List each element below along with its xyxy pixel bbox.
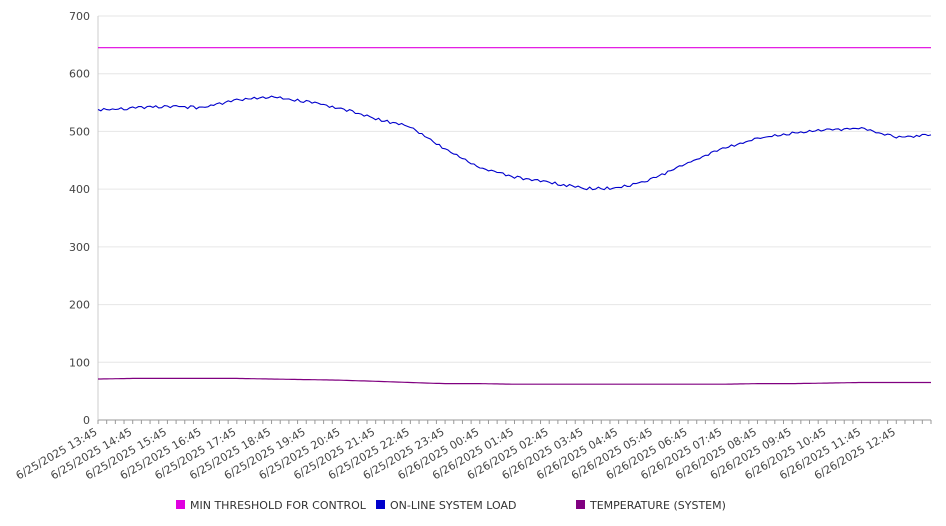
y-tick-label: 100 — [69, 356, 90, 369]
y-tick-label: 0 — [83, 414, 90, 427]
gridlines — [98, 15, 931, 363]
legend-item[interactable]: MIN THRESHOLD FOR CONTROL — [176, 499, 367, 512]
series-lines — [97, 47, 932, 385]
y-tick-label: 600 — [69, 68, 90, 81]
legend-label: ON-LINE SYSTEM LOAD — [390, 499, 516, 512]
legend-item[interactable]: TEMPERATURE (SYSTEM) — [576, 499, 726, 512]
series-line-2 — [97, 95, 932, 191]
y-tick-labels: 0 100 200 300 400 500 600 700 — [69, 10, 90, 427]
y-tick-label: 500 — [69, 125, 90, 138]
legend-item[interactable]: ON-LINE SYSTEM LOAD — [376, 499, 516, 512]
legend: MIN THRESHOLD FOR CONTROL ON-LINE SYSTEM … — [176, 499, 726, 512]
series-line-3 — [98, 377, 931, 385]
legend-label: MIN THRESHOLD FOR CONTROL — [190, 499, 367, 512]
x-tick-labels: 6/25/2025 13:456/25/2025 14:456/25/2025 … — [14, 425, 898, 482]
legend-swatch — [576, 500, 585, 509]
y-tick-label: 300 — [69, 241, 90, 254]
y-tick-label: 700 — [69, 10, 90, 23]
axes — [97, 16, 932, 424]
y-tick-label: 200 — [69, 299, 90, 312]
legend-swatch — [176, 500, 185, 509]
y-tick-label: 400 — [69, 183, 90, 196]
legend-label: TEMPERATURE (SYSTEM) — [589, 499, 726, 512]
legend-swatch — [376, 500, 385, 509]
